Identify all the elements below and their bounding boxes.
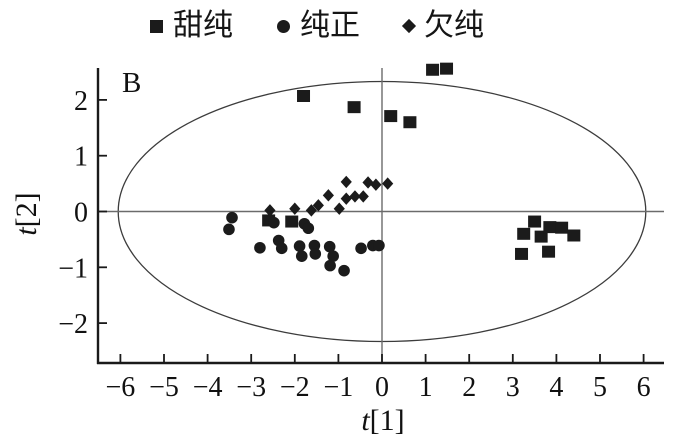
- data-point-diamond: [357, 190, 369, 203]
- x-tick-label: −2: [280, 372, 310, 403]
- data-point-circle: [275, 242, 288, 255]
- data-point-circle: [223, 223, 235, 236]
- data-point-diamond: [340, 175, 352, 189]
- panel-label: B: [122, 67, 141, 99]
- legend-label: 欠纯: [424, 9, 484, 42]
- x-tick-label: 0: [375, 372, 389, 403]
- y-tick-label: 2: [74, 86, 88, 117]
- x-tick-label: −6: [106, 372, 136, 403]
- data-point-diamond: [349, 190, 361, 203]
- data-point-circle: [302, 222, 315, 235]
- data-point-diamond: [340, 192, 352, 205]
- x-tick-label: 4: [549, 372, 563, 403]
- data-point-circle: [324, 259, 336, 272]
- data-point-square: [285, 215, 299, 228]
- data-point-circle: [338, 264, 350, 277]
- chart-legend: 甜纯 纯正 欠纯: [150, 8, 484, 44]
- data-point-square: [440, 62, 454, 75]
- data-point-circle: [254, 241, 266, 254]
- x-tick-label: 5: [593, 372, 607, 403]
- legend-label: 甜纯: [173, 9, 233, 42]
- square-marker-icon: [150, 19, 163, 33]
- legend-item-diamond: 欠纯: [401, 9, 484, 43]
- data-point-square: [384, 110, 398, 123]
- data-point-square: [426, 63, 440, 76]
- data-point-diamond: [312, 199, 324, 212]
- circle-marker-icon: [277, 19, 290, 33]
- data-point-diamond: [333, 202, 345, 215]
- data-point-diamond: [370, 178, 382, 191]
- data-point-square: [517, 227, 531, 240]
- data-point-circle: [309, 248, 322, 260]
- x-tick-label: −4: [193, 372, 223, 403]
- data-point-square: [347, 101, 361, 114]
- data-point-circle: [323, 240, 336, 253]
- data-point-circle: [226, 211, 238, 224]
- data-point-square: [543, 221, 557, 234]
- data-point-diamond: [264, 204, 276, 217]
- y-tick-label: 1: [74, 142, 88, 173]
- y-tick-label: 0: [74, 198, 88, 229]
- data-point-circle: [373, 239, 385, 252]
- data-point-diamond: [362, 176, 374, 189]
- x-tick-label: 2: [462, 372, 476, 403]
- data-point-square: [534, 230, 548, 243]
- data-point-circle: [308, 239, 321, 252]
- legend-item-square: 甜纯: [150, 9, 233, 43]
- data-point-circle: [355, 242, 367, 255]
- data-point-circle: [293, 240, 306, 252]
- data-point-square: [403, 116, 417, 129]
- data-point-square: [528, 215, 542, 228]
- data-point-square: [555, 221, 569, 234]
- y-tick-label: −2: [58, 309, 88, 340]
- y-tick-label: −1: [58, 253, 88, 284]
- legend-item-circle: 纯正: [277, 9, 360, 43]
- data-point-square: [567, 229, 581, 242]
- data-point-square: [542, 245, 556, 258]
- data-point-circle: [268, 216, 280, 229]
- data-point-diamond: [289, 202, 301, 215]
- data-point-square: [515, 247, 529, 260]
- data-point-circle: [327, 250, 339, 262]
- x-tick-label: 6: [637, 372, 651, 403]
- y-axis-title: t[2]: [10, 192, 43, 235]
- x-tick-label: 1: [419, 372, 433, 403]
- data-point-diamond: [382, 177, 394, 190]
- data-point-circle: [295, 250, 308, 262]
- x-tick-label: −5: [149, 372, 179, 403]
- x-tick-label: 3: [506, 372, 520, 403]
- x-tick-label: −3: [236, 372, 266, 403]
- data-point-diamond: [305, 204, 317, 217]
- data-point-square: [297, 89, 311, 102]
- legend-label: 纯正: [300, 9, 360, 42]
- data-point-diamond: [322, 189, 334, 202]
- x-tick-label: −1: [324, 372, 354, 403]
- x-axis-title: t[1]: [361, 404, 404, 437]
